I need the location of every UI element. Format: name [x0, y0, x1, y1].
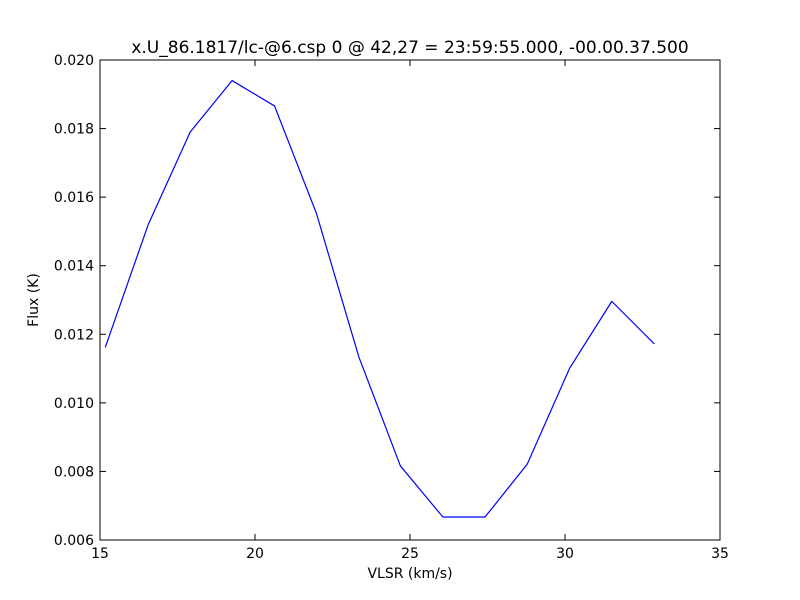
y-tick-label: 0.020	[54, 53, 94, 69]
y-tick-label: 0.006	[54, 533, 94, 549]
x-tick-label: 35	[711, 546, 729, 562]
x-tick-label: 30	[556, 546, 574, 562]
y-tick-label: 0.018	[54, 122, 94, 138]
y-tick-label: 0.016	[54, 190, 94, 206]
y-tick-label: 0.014	[54, 259, 94, 275]
ticks-layer: 15 20 25 30 35 0.006 0.008 0.010 0.012 0.014 0.016…	[54, 53, 729, 562]
x-tick-label: 25	[401, 546, 419, 562]
series-layer	[104, 79, 655, 518]
series-line	[104, 79, 655, 518]
y-axis-label: Flux (K)	[26, 273, 42, 327]
y-tick-label: 0.012	[54, 327, 94, 343]
plot-area	[99, 59, 721, 541]
chart-title: x.U_86.1817/lc-@6.csp 0 @ 42,27 = 23:59:…	[131, 38, 688, 58]
x-tick-label: 15	[91, 546, 109, 562]
x-tick-label: 20	[246, 546, 264, 562]
y-tick-label: 0.008	[54, 464, 94, 480]
y-tick-label: 0.010	[54, 396, 94, 412]
x-axis-label: VLSR (km/s)	[367, 566, 452, 582]
